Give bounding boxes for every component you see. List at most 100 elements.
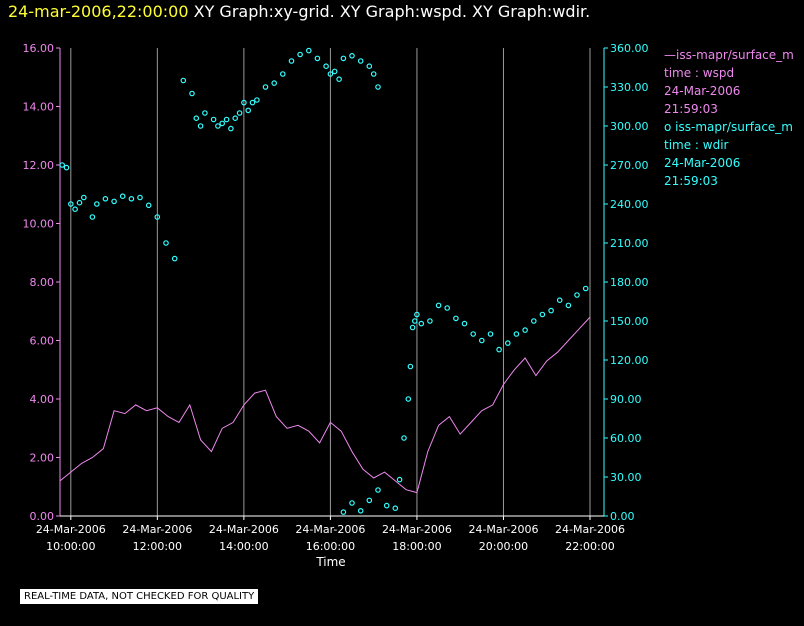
- wdir-point: [435, 302, 442, 309]
- wdir-point: [582, 285, 589, 292]
- wdir-point: [414, 311, 420, 318]
- wdir-point: [297, 51, 303, 58]
- y-left-tick-label: 10.00: [23, 218, 55, 231]
- legend-wdir-date: 24-Mar-2006: [664, 156, 741, 170]
- wdir-point: [522, 327, 528, 333]
- wdir-point: [219, 120, 226, 127]
- wdir-point: [418, 320, 425, 327]
- wdir-point: [496, 346, 502, 353]
- wdir-point: [193, 115, 200, 122]
- y-left-tick-label: 16.00: [23, 42, 55, 55]
- wdir-point: [137, 194, 143, 201]
- wdir-point: [487, 331, 494, 337]
- y-right-tick-label: 270.00: [610, 159, 649, 172]
- legend-wdir: o iss-mapr/surface_m time : wdir 24-Mar-…: [664, 118, 794, 190]
- x-tick-label-time: 14:00:00: [219, 540, 268, 553]
- wdir-point: [249, 99, 256, 106]
- wdir-point: [279, 71, 286, 77]
- wdir-point: [444, 305, 451, 311]
- wdir-point: [81, 194, 87, 201]
- wdir-point: [223, 116, 230, 123]
- wdir-point: [513, 331, 520, 337]
- y-left-tick-label: 14.00: [23, 101, 55, 114]
- wdir-point: [215, 123, 221, 129]
- wdir-point: [154, 214, 161, 220]
- title-graphs: XY Graph:xy-grid. XY Graph:wspd. XY Grap…: [193, 2, 591, 21]
- y-left-tick-label: 4.00: [30, 393, 55, 406]
- wdir-point: [357, 507, 364, 514]
- y-right-tick-label: 0.00: [610, 510, 635, 523]
- y-right-tick-label: 30.00: [610, 471, 642, 484]
- x-tick-label-time: 18:00:00: [392, 540, 441, 553]
- wdir-point: [349, 52, 355, 59]
- y-right-tick-label: 60.00: [610, 432, 642, 445]
- wdir-point: [197, 123, 204, 129]
- quality-notice: REAL-TIME DATA, NOT CHECKED FOR QUALITY: [20, 589, 259, 604]
- wdir-point: [254, 97, 260, 103]
- x-tick-label-date: 24-Mar-2006: [555, 523, 625, 536]
- wdir-point: [336, 76, 342, 83]
- wdir-point: [314, 55, 321, 62]
- x-tick-label-date: 24-Mar-2006: [468, 523, 538, 536]
- wdir-point: [539, 311, 546, 318]
- wdir-point: [241, 99, 247, 106]
- wdir-point: [407, 363, 414, 370]
- wdir-point: [163, 240, 169, 246]
- x-tick-label-time: 12:00:00: [133, 540, 182, 553]
- wdir-point: [401, 435, 407, 441]
- wdir-point: [288, 58, 295, 64]
- wdir-point: [327, 71, 334, 77]
- wdir-point: [128, 196, 135, 202]
- wdir-point: [63, 164, 70, 171]
- wdir-point: [305, 47, 312, 54]
- x-tick-label-date: 24-Mar-2006: [36, 523, 106, 536]
- wdir-point: [245, 107, 252, 114]
- x-tick-label-date: 24-Mar-2006: [122, 523, 192, 536]
- wdir-point: [228, 125, 234, 132]
- wdir-point: [94, 201, 100, 207]
- axis-layer: 0.00 2.00 4.00 6.00 8.00 10.00 12.00 14.00 16.00…: [23, 42, 649, 553]
- y-right-tick-label: 120.00: [610, 354, 649, 367]
- wdir-point: [102, 196, 109, 202]
- wdir-point: [357, 58, 364, 64]
- wdir-point: [470, 331, 477, 337]
- x-tick-label-time: 20:00:00: [479, 540, 528, 553]
- y-left-tick-label: 0.00: [30, 510, 55, 523]
- y-right-tick-label: 360.00: [610, 42, 649, 55]
- wdir-point: [171, 255, 178, 262]
- wdir-point: [504, 340, 511, 346]
- wdir-point: [375, 487, 381, 493]
- wdir-point: [405, 396, 412, 402]
- legend-wspd-date: 24-Mar-2006: [664, 84, 741, 98]
- wdir-point: [370, 71, 377, 77]
- wdir-point: [366, 63, 373, 69]
- wdir-point: [574, 292, 580, 298]
- legend-wspd-var: time : wspd: [664, 66, 735, 80]
- title-bar: 24-mar-2006,22:00:00 XY Graph:xy-grid. X…: [8, 2, 590, 21]
- wdir-point: [396, 476, 403, 483]
- wdir-point: [89, 214, 96, 220]
- y-right-tick-label: 240.00: [610, 198, 649, 211]
- legend-wspd-time: 21:59:03: [664, 102, 718, 116]
- wdir-point: [411, 318, 418, 324]
- wdir-point: [68, 201, 74, 207]
- x-axis-label: Time: [315, 555, 345, 569]
- wdir-point: [392, 505, 399, 512]
- wdir-point: [119, 193, 126, 200]
- y-left-tick-label: 2.00: [30, 452, 55, 465]
- wdir-point: [210, 116, 217, 123]
- x-tick-label-time: 22:00:00: [565, 540, 614, 553]
- wdir-point: [409, 324, 416, 331]
- x-tick-label-date: 24-Mar-2006: [209, 523, 279, 536]
- wdir-point: [236, 110, 243, 116]
- x-tick-label-date: 24-Mar-2006: [295, 523, 365, 536]
- wdir-point: [340, 509, 347, 515]
- legend-wdir-series: o iss-mapr/surface_m: [664, 120, 793, 134]
- wdir-point: [59, 162, 66, 168]
- y-right-tick-label: 210.00: [610, 237, 649, 250]
- wdir-point: [383, 502, 390, 509]
- wdir-point: [202, 110, 208, 116]
- wdir-point: [565, 302, 572, 309]
- series-layer: [59, 47, 591, 515]
